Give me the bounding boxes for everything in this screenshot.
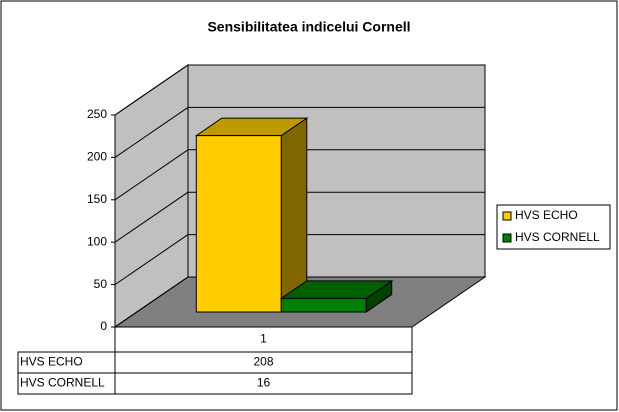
chart-title: Sensibilitatea indicelui Cornell <box>207 19 410 35</box>
grid-line <box>114 149 189 201</box>
y-tick-label: 100 <box>87 234 107 248</box>
legend-label: HVS CORNELL <box>515 230 600 244</box>
bar <box>195 135 282 313</box>
y-tick-label: 50 <box>94 277 108 291</box>
table-row <box>17 372 413 395</box>
bar <box>280 297 367 313</box>
table-value: 208 <box>253 355 273 369</box>
grid-line <box>114 234 189 286</box>
legend-swatch <box>502 233 512 243</box>
table-value: 16 <box>257 376 271 390</box>
legend-swatch <box>502 211 512 221</box>
bar-side <box>280 117 308 313</box>
grid-line <box>114 191 189 243</box>
y-tick-label: 200 <box>87 150 107 164</box>
y-tick-label: 150 <box>87 192 107 206</box>
legend-label: HVS ECHO <box>515 208 578 222</box>
table-category: 1 <box>260 332 267 346</box>
grid-line <box>114 276 189 328</box>
table-series-name: HVS ECHO <box>20 355 83 369</box>
grid-line <box>114 106 189 158</box>
y-tick-label: 0 <box>100 319 107 333</box>
y-tick-label: 250 <box>87 107 107 121</box>
legend-box <box>496 204 611 250</box>
grid-line <box>114 64 189 116</box>
table-series-name: HVS CORNELL <box>20 376 105 390</box>
